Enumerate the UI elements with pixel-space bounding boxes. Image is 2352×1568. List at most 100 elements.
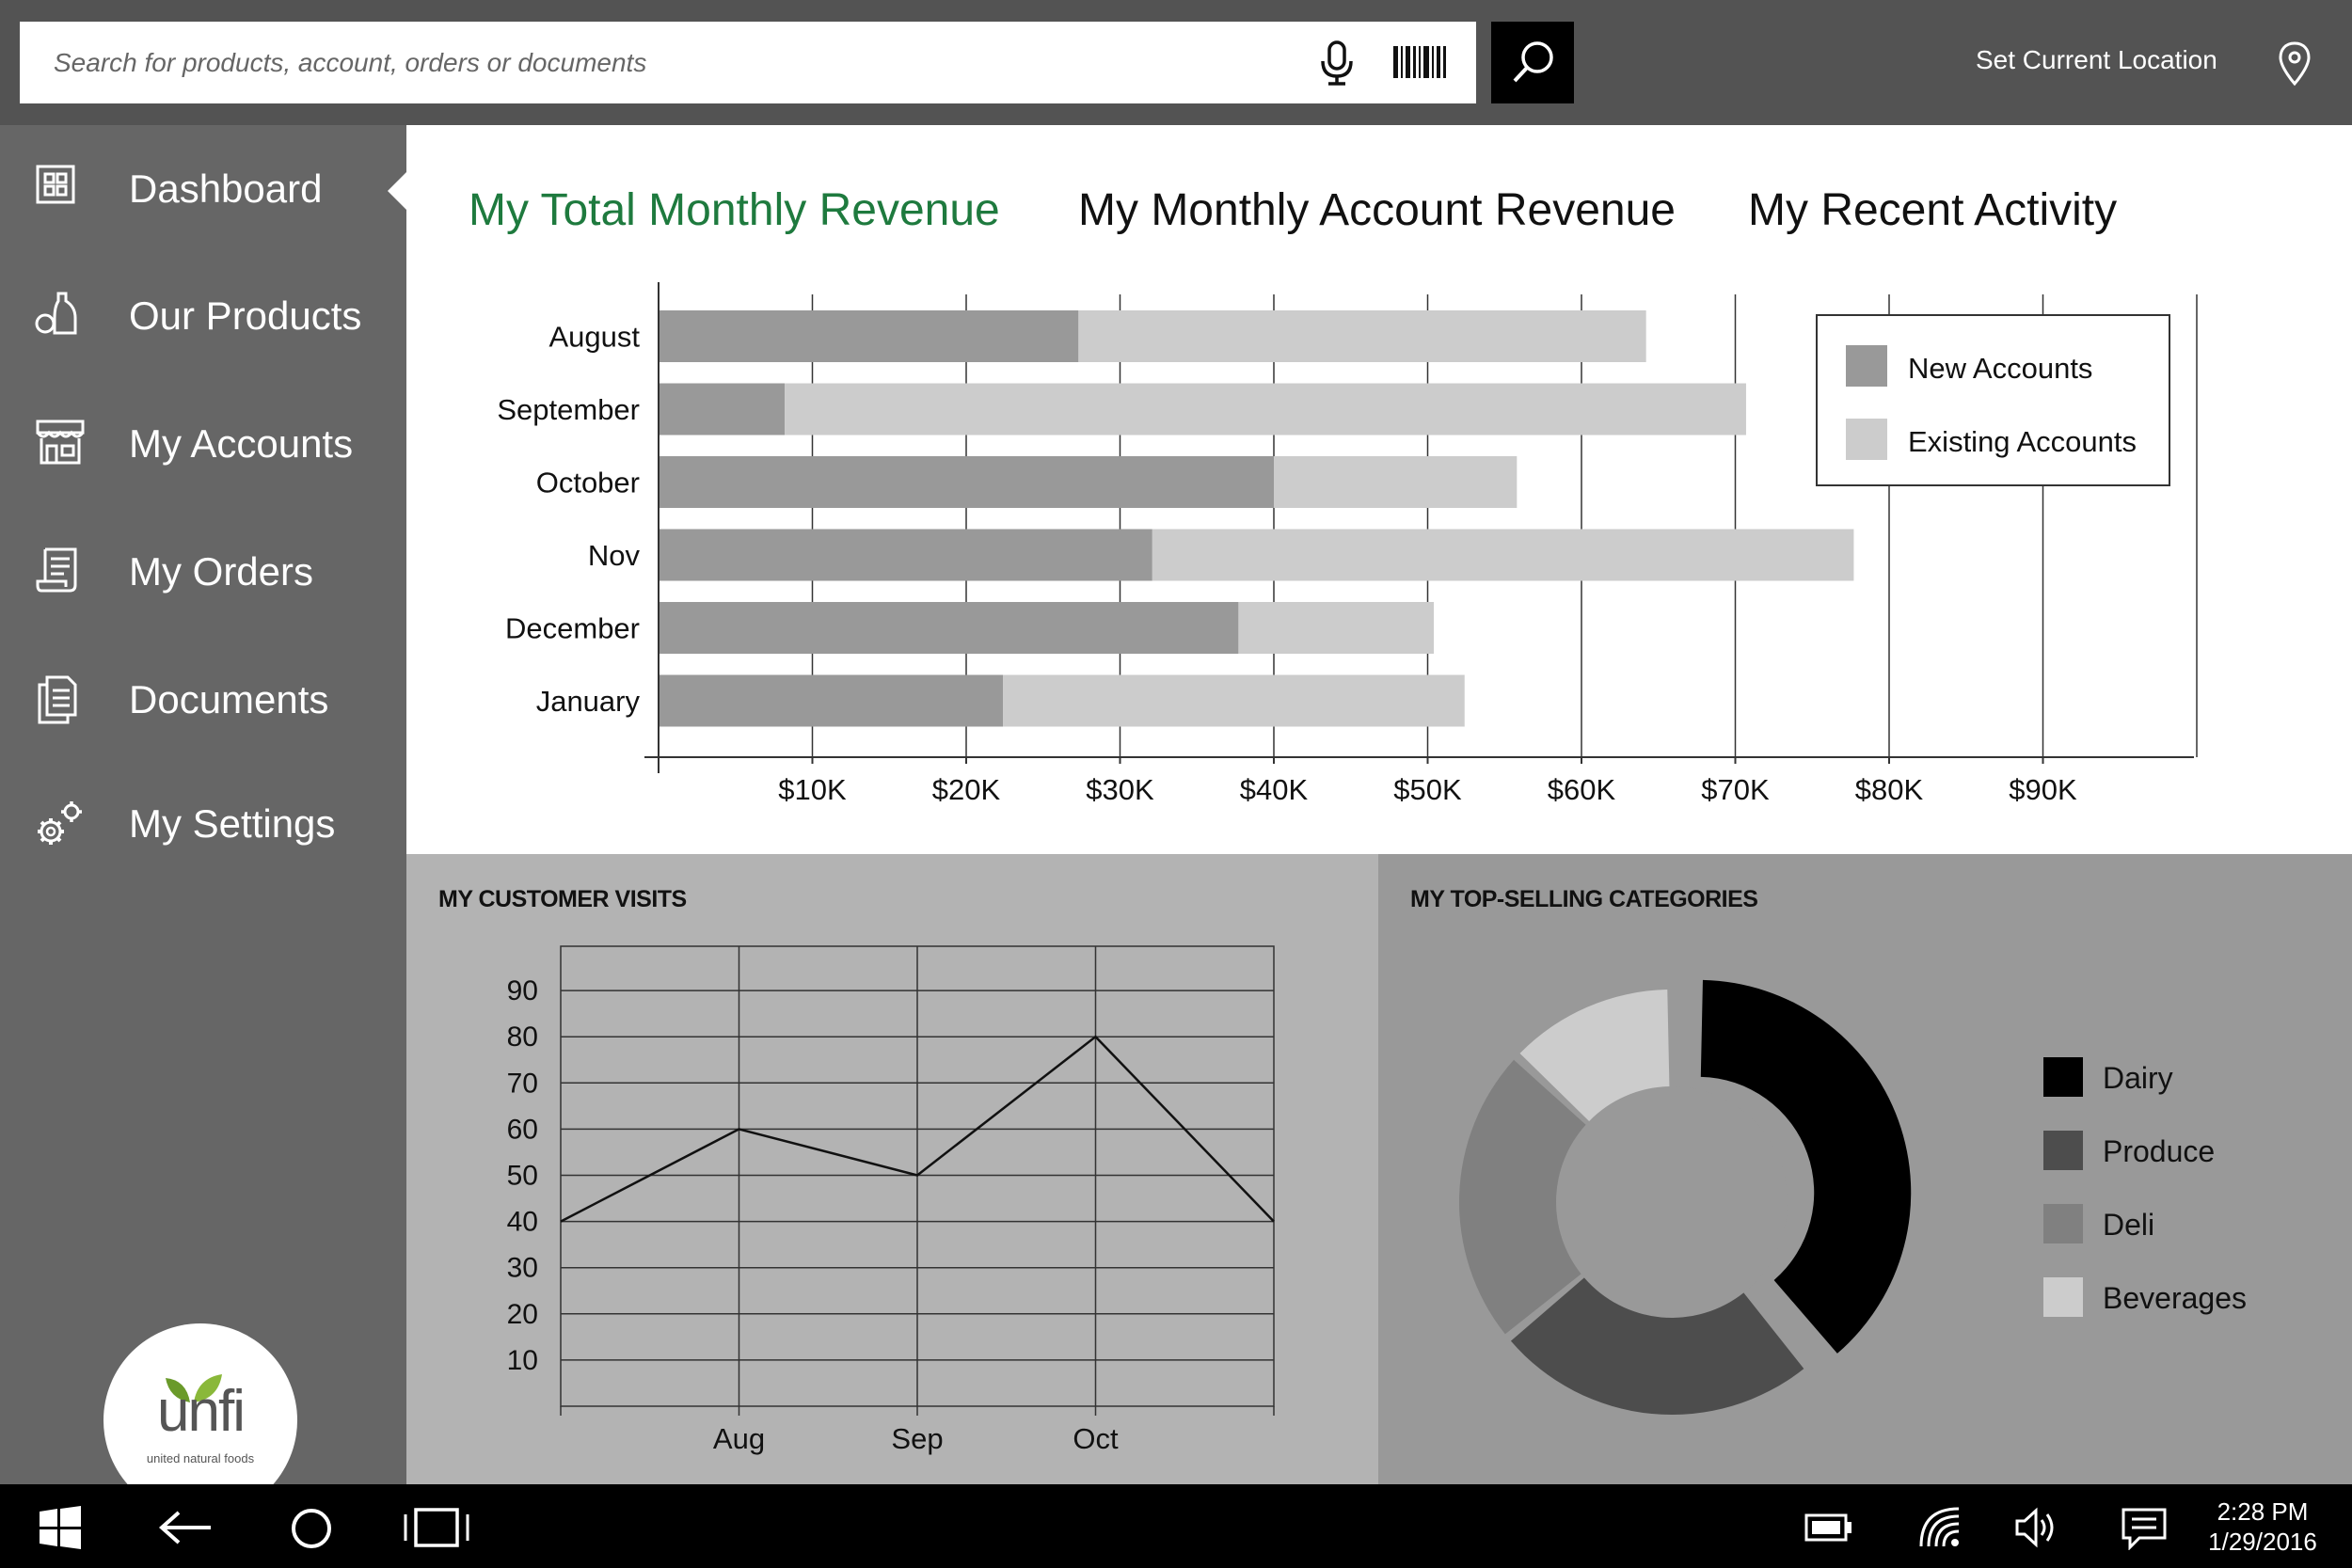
y-tick-label: 40 <box>507 1207 538 1238</box>
sidebar-item-label: My Orders <box>129 549 314 594</box>
dashboard-icon <box>36 165 75 204</box>
sidebar: Dashboard Our Products My Accounts My Or… <box>0 125 406 1517</box>
taskbar-clock-time[interactable]: 2:28 PM <box>2217 1497 2309 1526</box>
customer-visits-line-chart: 10 20 30 40 50 60 70 80 90 Aug Sep Oct <box>507 945 1275 1455</box>
legend-label-beverages: Beverages <box>2103 1281 2247 1315</box>
x-tick-label: $60K <box>1548 773 1616 806</box>
customer-visits-panel: MY CUSTOMER VISITS 10 20 30 40 50 60 70 80 90 Au… <box>406 854 1378 1484</box>
sidebar-item-my-orders[interactable]: My Orders <box>0 517 406 621</box>
sidebar-item-our-products[interactable]: Our Products <box>0 261 406 365</box>
x-tick-label: $90K <box>2009 773 2077 806</box>
bar-new-accounts <box>659 529 1152 581</box>
map-pin-icon[interactable] <box>2278 40 2312 87</box>
category-label: October <box>536 467 640 499</box>
cortana-circle-icon[interactable] <box>290 1507 333 1550</box>
legend-swatch-beverages <box>2043 1277 2083 1317</box>
tab-total-monthly-revenue[interactable]: My Total Monthly Revenue <box>469 185 1000 235</box>
y-tick-label: 10 <box>507 1345 538 1376</box>
x-tick-label: $50K <box>1393 773 1462 806</box>
wifi-icon[interactable] <box>1917 1505 1963 1548</box>
donut-slice-produce <box>1510 1277 1804 1415</box>
revenue-bar-chart: August September October Nov December January… <box>497 282 2198 806</box>
category-label: January <box>536 685 641 718</box>
bar-existing-accounts <box>1003 674 1465 727</box>
set-location-link[interactable]: Set Current Location <box>1976 45 2217 74</box>
active-nav-pointer <box>388 172 406 210</box>
back-arrow-icon[interactable] <box>158 1509 215 1546</box>
legend-label-dairy: Dairy <box>2103 1061 2173 1095</box>
battery-icon[interactable] <box>1804 1513 1853 1543</box>
x-tick-label: $10K <box>778 773 847 806</box>
products-icon <box>35 292 77 335</box>
documents-icon <box>38 675 77 724</box>
bar-existing-accounts <box>1152 529 1854 581</box>
sidebar-item-documents[interactable]: Documents <box>0 645 406 749</box>
volume-icon[interactable] <box>2013 1507 2058 1548</box>
sidebar-item-label: Dashboard <box>129 166 323 211</box>
search-box <box>20 22 1476 103</box>
y-tick-label: 80 <box>507 1022 538 1053</box>
legend-label-new-accounts: New Accounts <box>1908 352 2092 385</box>
sidebar-item-label: Documents <box>129 677 329 721</box>
y-tick-label: 50 <box>507 1161 538 1192</box>
bar-new-accounts <box>659 674 1004 727</box>
donut-slice-beverages <box>1519 990 1670 1121</box>
barcode-icon[interactable] <box>1393 46 1446 78</box>
x-tick-label: Aug <box>713 1422 765 1455</box>
donut-slice-deli <box>1459 1059 1586 1335</box>
x-tick-label: $80K <box>1855 773 1924 806</box>
bar-new-accounts <box>659 310 1079 362</box>
x-tick-label: $30K <box>1086 773 1154 806</box>
sidebar-item-label: Our Products <box>129 293 362 338</box>
tab-monthly-account-revenue[interactable]: My Monthly Account Revenue <box>1078 185 1676 235</box>
microphone-icon[interactable] <box>1318 40 1356 86</box>
legend-swatch-existing-accounts <box>1846 419 1887 460</box>
legend-swatch-deli <box>2043 1204 2083 1243</box>
category-label: September <box>497 393 640 426</box>
sidebar-item-my-accounts[interactable]: My Accounts <box>0 389 406 493</box>
y-tick-label: 70 <box>507 1068 538 1099</box>
x-tick-label: Oct <box>1073 1422 1119 1455</box>
y-tick-label: 20 <box>507 1299 538 1330</box>
tab-recent-activity[interactable]: My Recent Activity <box>1748 185 2118 235</box>
task-view-icon[interactable] <box>403 1507 470 1548</box>
sidebar-item-dashboard[interactable]: Dashboard <box>0 135 406 238</box>
legend-swatch-produce <box>2043 1131 2083 1170</box>
windows-start-icon[interactable] <box>38 1505 83 1550</box>
top-categories-panel: MY TOP-SELLING CATEGORIES Dairy Produce De… <box>1378 854 2352 1484</box>
search-input[interactable] <box>54 22 1277 103</box>
sidebar-item-label: My Accounts <box>129 421 354 466</box>
top-bar: Set Current Location <box>0 0 2352 125</box>
orders-receipt-icon <box>36 547 77 593</box>
chart-legend: New Accounts Existing Accounts <box>1816 314 2170 486</box>
panel-title-customer-visits: MY CUSTOMER VISITS <box>438 886 687 912</box>
logo-subtitle: united natural foods <box>146 1451 255 1465</box>
category-label: August <box>548 321 640 354</box>
legend-label-produce: Produce <box>2103 1134 2215 1168</box>
windows-taskbar <box>0 1484 2352 1568</box>
sidebar-item-my-settings[interactable]: My Settings <box>0 769 406 873</box>
x-tick-label: Sep <box>891 1422 943 1455</box>
bar-existing-accounts <box>1078 310 1646 362</box>
category-label: Nov <box>588 539 641 572</box>
bar-existing-accounts <box>785 383 1746 436</box>
bar-new-accounts <box>659 602 1239 654</box>
y-tick-label: 60 <box>507 1114 538 1145</box>
x-tick-label: $40K <box>1240 773 1309 806</box>
y-tick-label: 90 <box>507 975 538 1006</box>
bar-new-accounts <box>659 456 1274 508</box>
search-button[interactable] <box>1491 22 1574 103</box>
bar-existing-accounts <box>1274 456 1518 508</box>
magnifier-icon <box>1513 41 1553 83</box>
logo-wordmark: unfi <box>157 1379 246 1444</box>
y-tick-label: 30 <box>507 1253 538 1284</box>
legend-label-deli: Deli <box>2103 1208 2154 1242</box>
visits-series-line <box>560 1035 1275 1223</box>
storefront-icon <box>36 420 85 465</box>
action-center-icon[interactable] <box>2121 1507 2168 1550</box>
categories-donut-chart: Dairy Produce Deli Beverages <box>1459 979 2247 1415</box>
taskbar-clock-date[interactable]: 1/29/2016 <box>2208 1528 2317 1556</box>
x-tick-label: $20K <box>932 773 1001 806</box>
x-tick-label: $70K <box>1701 773 1770 806</box>
legend-label-existing-accounts: Existing Accounts <box>1908 425 2137 458</box>
